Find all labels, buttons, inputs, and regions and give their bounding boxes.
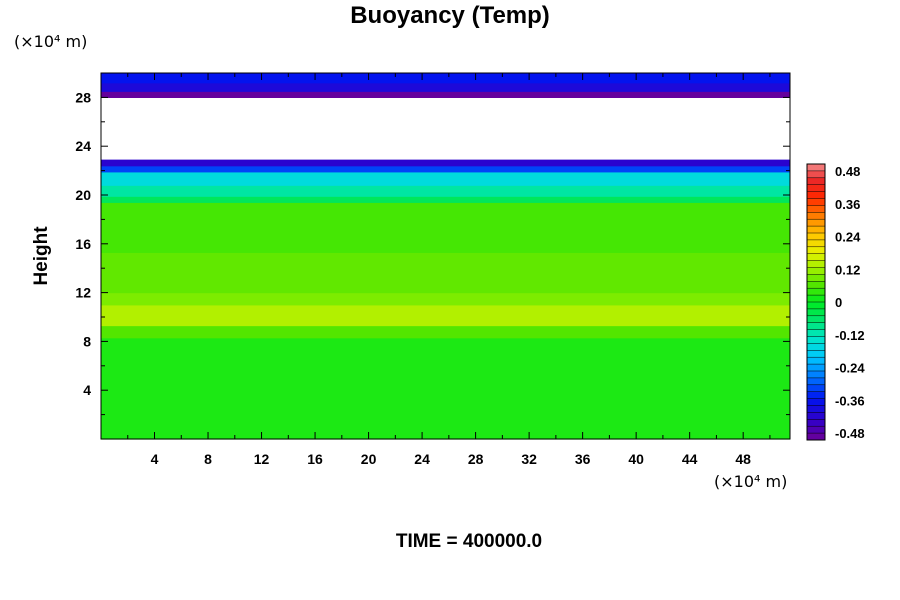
colorbar-tick-label: -0.24	[835, 361, 865, 376]
x-tick-label: 24	[414, 451, 430, 467]
heatmap-band	[101, 252, 790, 294]
colorbar-segment	[807, 329, 825, 337]
colorbar-segment	[807, 233, 825, 241]
colorbar-segment	[807, 322, 825, 330]
x-axis-unit: (×10⁴ m)	[714, 472, 788, 491]
colorbar-segment	[807, 343, 825, 351]
heatmap-band	[101, 185, 790, 197]
heatmap-band	[101, 325, 790, 339]
x-tick-label: 40	[628, 451, 644, 467]
x-tick-label: 48	[735, 451, 751, 467]
colorbar-segment	[807, 412, 825, 420]
heatmap-band	[101, 337, 790, 440]
y-tick-label: 24	[75, 138, 91, 154]
colorbar-segment	[807, 205, 825, 213]
y-tick-label: 20	[75, 187, 91, 203]
heatmap-band	[101, 91, 790, 98]
colorbar-tick-label: 0	[835, 295, 842, 310]
colorbar-segment	[807, 405, 825, 413]
colorbar-segment	[807, 315, 825, 324]
x-tick-label: 4	[151, 451, 159, 467]
colorbar-segment	[807, 281, 825, 289]
colorbar-segment	[807, 350, 825, 358]
colorbar-tick-label: 0.12	[835, 262, 860, 277]
colorbar-segment	[807, 288, 825, 296]
colorbar-tick-label: -0.48	[835, 426, 865, 441]
colorbar: 0.48 0.36 0.24 0.12 0 -0.12 -0.24 -0.36 -0.48	[806, 163, 865, 441]
colorbar-segment	[807, 246, 825, 255]
heatmap-band	[101, 202, 790, 253]
colorbar-segment	[807, 364, 825, 372]
colorbar-segment	[807, 357, 825, 365]
heatmap-band	[101, 73, 790, 84]
colorbar-tick-label: -0.36	[835, 393, 865, 408]
colorbar-tick-label: 0.24	[835, 230, 861, 245]
heatmap-band	[101, 165, 790, 173]
colorbar-tick-label: 0.48	[835, 164, 860, 179]
colorbar-segment	[807, 170, 825, 179]
colorbar-segment	[807, 336, 825, 344]
colorbar-segment	[807, 164, 825, 172]
x-tick-label: 36	[575, 451, 591, 467]
plot-area	[101, 73, 790, 440]
colorbar-segment	[807, 191, 825, 199]
colorbar-segment	[807, 198, 825, 206]
colorbar-segment	[807, 377, 825, 386]
colorbar-segment	[807, 308, 825, 317]
chart-title: Buoyancy (Temp)	[350, 2, 550, 29]
plot-frame	[100, 72, 791, 440]
y-tick-label: 8	[83, 333, 91, 349]
heatmap-band	[101, 196, 790, 203]
time-label: TIME = 400000.0	[395, 531, 543, 552]
colorbar-tick-label: 0.36	[835, 197, 860, 212]
x-tick-label: 16	[307, 451, 323, 467]
colorbar-segment	[807, 226, 825, 234]
colorbar-segment	[807, 391, 825, 399]
colorbar-segment	[807, 219, 825, 227]
colorbar-segment	[807, 426, 825, 434]
y-tick-label: 16	[75, 236, 91, 252]
x-tick-label: 32	[521, 451, 537, 467]
colorbar-tick-label: -0.12	[835, 328, 865, 343]
y-tick-label: 4	[83, 382, 91, 398]
heatmap-band	[101, 82, 790, 92]
colorbar-segment	[807, 398, 825, 406]
y-tick-label: 28	[75, 89, 91, 105]
x-tick-label: 44	[682, 451, 698, 467]
colorbar-segment	[807, 267, 825, 275]
colorbar-segment	[807, 239, 825, 248]
x-tick-label: 20	[361, 451, 377, 467]
colorbar-frame	[806, 163, 826, 441]
colorbar-segment	[807, 253, 825, 261]
colorbar-segment	[807, 371, 825, 379]
colorbar-segment	[807, 212, 825, 220]
colorbar-segment	[807, 260, 825, 268]
heatmap-band	[101, 292, 790, 306]
heatmap-band	[101, 304, 790, 327]
colorbar-segment	[807, 384, 825, 393]
heatmap-band	[101, 171, 790, 186]
colorbar-segment	[807, 177, 825, 186]
y-axis-unit: (×10⁴ m)	[14, 32, 88, 51]
y-tick-label: 12	[75, 285, 91, 301]
colorbar-segment	[807, 433, 825, 441]
x-tick-label: 8	[204, 451, 212, 467]
colorbar-segment	[807, 274, 825, 282]
colorbar-segment	[807, 184, 825, 192]
colorbar-segment	[807, 295, 825, 303]
x-tick-label: 12	[254, 451, 270, 467]
colorbar-segment	[807, 302, 825, 310]
x-tick-label: 28	[468, 451, 484, 467]
heatmap-band	[101, 159, 790, 167]
colorbar-segment	[807, 419, 825, 427]
